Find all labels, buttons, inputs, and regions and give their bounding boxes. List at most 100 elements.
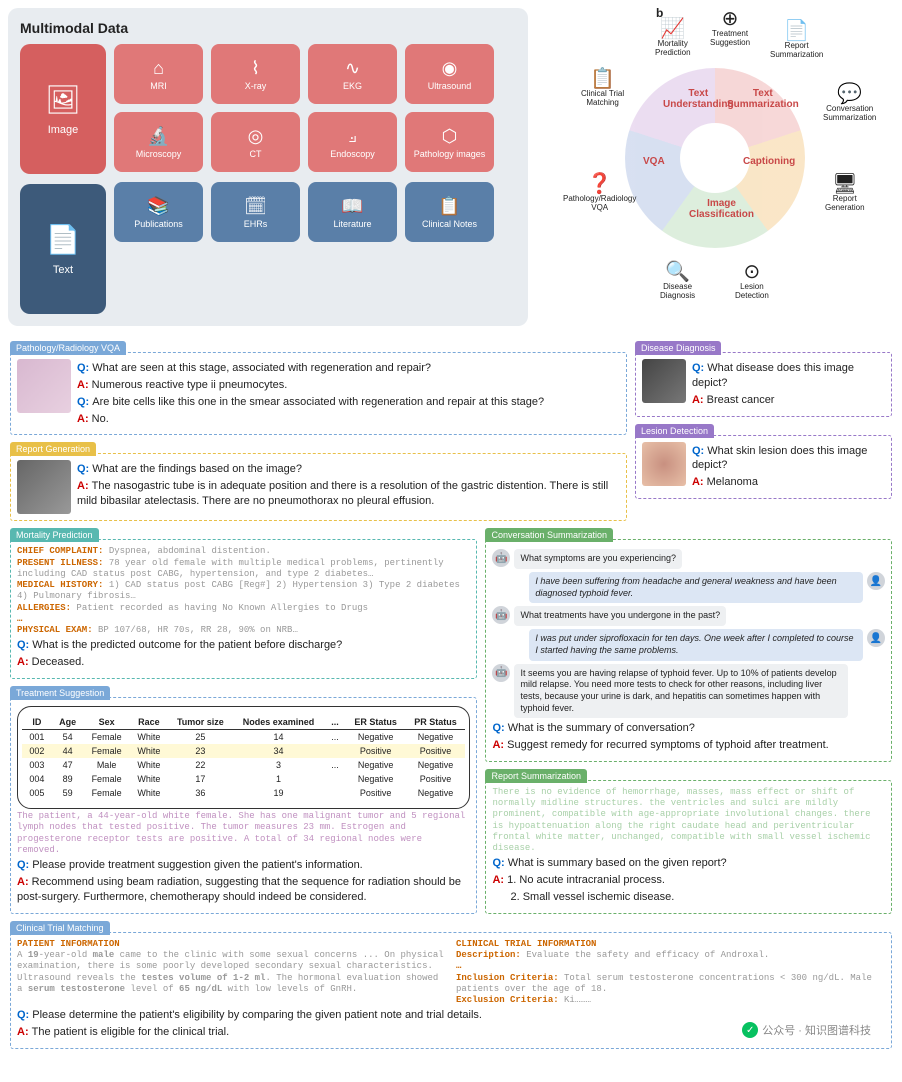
a-text: Melanoma — [707, 476, 758, 488]
q-text: What skin lesion does this image depict? — [692, 445, 867, 472]
chat-row: I have been suffering from headache and … — [492, 572, 885, 603]
tile-icon: ◎ — [248, 126, 264, 147]
tile-label: EHRs — [244, 219, 268, 229]
tile-label: EKG — [343, 81, 362, 91]
thumbnail — [642, 442, 686, 486]
chat: 🤖What symptoms are you experiencing?I ha… — [492, 549, 885, 718]
wheel-item: 💬ConversationSummarization — [823, 83, 876, 123]
tile-icon: ⌇ — [251, 58, 260, 79]
q-text: What are seen at this stage, associated … — [92, 362, 431, 374]
watermark: ✓ 公众号 · 知识图谱科技 — [742, 1022, 871, 1038]
a-text: 1. No acute intracranial process. — [507, 874, 665, 886]
tile: ⬡Pathology images — [405, 112, 494, 172]
q-text: What are the findings based on the image… — [92, 463, 302, 475]
a-text: Suggest remedy for recurred symptoms of … — [507, 739, 829, 751]
small-tiles-col: ⌂MRI⌇X-ray∿EKG◉Ultrasound🔬Microscopy◎CT⟓… — [114, 44, 494, 314]
a-text: The nasogastric tube is in adequate posi… — [77, 480, 608, 507]
wheel-icon: 💬 — [823, 83, 876, 105]
top-section: Multimodal Data 🖼Image📄Text ⌂MRI⌇X-ray∿E… — [0, 0, 902, 334]
red-tiles: ⌂MRI⌇X-ray∿EKG◉Ultrasound🔬Microscopy◎CT⟓… — [114, 44, 494, 172]
tile-icon: 🗓 — [244, 196, 267, 217]
wheel-icon: 🔍 — [660, 261, 695, 283]
trial-box: Clinical Trial Matching PATIENT INFORMAT… — [10, 932, 892, 1049]
wechat-icon: ✓ — [742, 1022, 758, 1038]
big-tile: 🖼 Image — [20, 44, 106, 174]
wheel-core: TextUnderstandingTextSummarization Captio… — [615, 58, 815, 258]
core-label: ImageClassification — [689, 198, 754, 220]
box-tag: Disease Diagnosis — [635, 341, 722, 355]
conv-sum-box: Conversation Summarization 🤖What symptom… — [485, 539, 892, 762]
q-text: What is the predicted outcome for the pa… — [32, 639, 342, 651]
box-tag: Lesion Detection — [635, 424, 714, 438]
treatment-box: Treatment Suggestion IDAgeSexRaceTumor s… — [10, 697, 477, 914]
tile-icon: ⟓ — [348, 126, 357, 147]
box-tag: Conversation Summarization — [485, 528, 613, 542]
tile-label: Image — [48, 124, 79, 136]
tile-icon: ◉ — [442, 58, 458, 79]
tile-label: CT — [250, 149, 262, 159]
tile: 📋 Clinical Notes — [405, 182, 494, 242]
table-header: Sex — [84, 715, 130, 730]
tile-icon: 📋 — [438, 196, 460, 217]
mono-text: CHIEF COMPLAINT: Dyspnea, abdominal dist… — [17, 546, 470, 636]
tile: 🔬Microscopy — [114, 112, 203, 172]
vqa-box: Pathology/Radiology VQA Q: What are seen… — [10, 352, 627, 435]
tiles-grid: 🖼Image📄Text ⌂MRI⌇X-ray∿EKG◉Ultrasound🔬Mi… — [20, 44, 516, 314]
box-tag: Clinical Trial Matching — [10, 921, 110, 935]
q-text: What is summary based on the given repor… — [508, 857, 727, 869]
tile-icon: ∿ — [345, 58, 360, 79]
tile-label: Clinical Notes — [422, 219, 477, 229]
mortality-box: Mortality Prediction CHIEF COMPLAINT: Dy… — [10, 539, 477, 679]
tile: ◉ Ultrasound — [405, 44, 494, 104]
blue-tiles: 📚 Publications 🗓 EHRs 📖Literature 📋 Clinical N… — [114, 182, 494, 242]
tile-icon: 📚 — [147, 196, 169, 217]
tile: 📚 Publications — [114, 182, 203, 242]
tile: ⌇X-ray — [211, 44, 300, 104]
table-header: ... — [324, 715, 345, 730]
box-tag: Report Generation — [10, 442, 96, 456]
bot-icon: 🤖 — [492, 664, 510, 682]
example-boxes: Pathology/Radiology VQA Q: What are seen… — [0, 334, 902, 1055]
q-text: What disease does this image depict? — [692, 362, 854, 389]
tile-label: Microscopy — [136, 149, 182, 159]
q-text: Are bite cells like this one in the smea… — [92, 396, 544, 408]
core-label: Captioning — [743, 156, 795, 167]
tile: 📖Literature — [308, 182, 397, 242]
a-text: 2. Small vessel ischemic disease. — [510, 891, 674, 903]
core-label: TextSummarization — [727, 88, 799, 110]
report-gen-box: Report Generation Q: What are the findin… — [10, 453, 627, 521]
table-row: 00559FemaleWhite3619PositiveNegative — [22, 786, 465, 800]
tile: ◎ CT — [211, 112, 300, 172]
desc-text: There is no evidence of hemorrhage, mass… — [492, 787, 885, 855]
table-row: 00154FemaleWhite2514...NegativeNegative — [22, 730, 465, 745]
table-row: 00347MaleWhite223...NegativeNegative — [22, 758, 465, 772]
wheel-panel: b 📈MortalityPrediction⊕TreatmentSuggesti… — [536, 8, 894, 326]
table-header: Nodes examined — [233, 715, 325, 730]
core-label: TextUnderstanding — [663, 88, 734, 110]
table-header: PR Status — [406, 715, 466, 730]
tile-icon: 📄 — [46, 223, 81, 256]
chat-row: I was put under siprofloxacin for ten da… — [492, 629, 885, 660]
tile-label: Ultrasound — [428, 81, 472, 91]
tile-label: Publications — [134, 219, 183, 229]
box-tag: Treatment Suggestion — [10, 686, 110, 700]
a-text: No. — [92, 413, 109, 425]
table-header: ER Status — [346, 715, 406, 730]
table-row: 00244FemaleWhite2334PositivePositive — [22, 744, 465, 758]
patient-info: PATIENT INFORMATION A 19-year-old male c… — [17, 939, 446, 1007]
tile-label: Endoscopy — [330, 149, 375, 159]
wheel-icon: ⊙ — [735, 261, 769, 283]
q-text: Please provide treatment suggestion give… — [32, 859, 362, 871]
q-text: What is the summary of conversation? — [508, 722, 695, 734]
wheel-item: 📄ReportSummarization — [770, 20, 823, 60]
chat-row: 🤖What treatments have you undergone in t… — [492, 606, 885, 626]
wheel-item: 🔍DiseaseDiagnosis — [660, 261, 695, 301]
wheel-icon: 📄 — [770, 20, 823, 42]
tile-label: Text — [53, 264, 73, 276]
user-icon: 👤 — [867, 629, 885, 647]
tile-icon: 📖 — [341, 196, 363, 217]
tile-icon: 🖼 — [45, 83, 81, 116]
a-text: The patient is eligible for the clinical… — [32, 1026, 229, 1038]
wheel-icon: 📈 — [655, 18, 691, 40]
tile: ⟓ Endoscopy — [308, 112, 397, 172]
